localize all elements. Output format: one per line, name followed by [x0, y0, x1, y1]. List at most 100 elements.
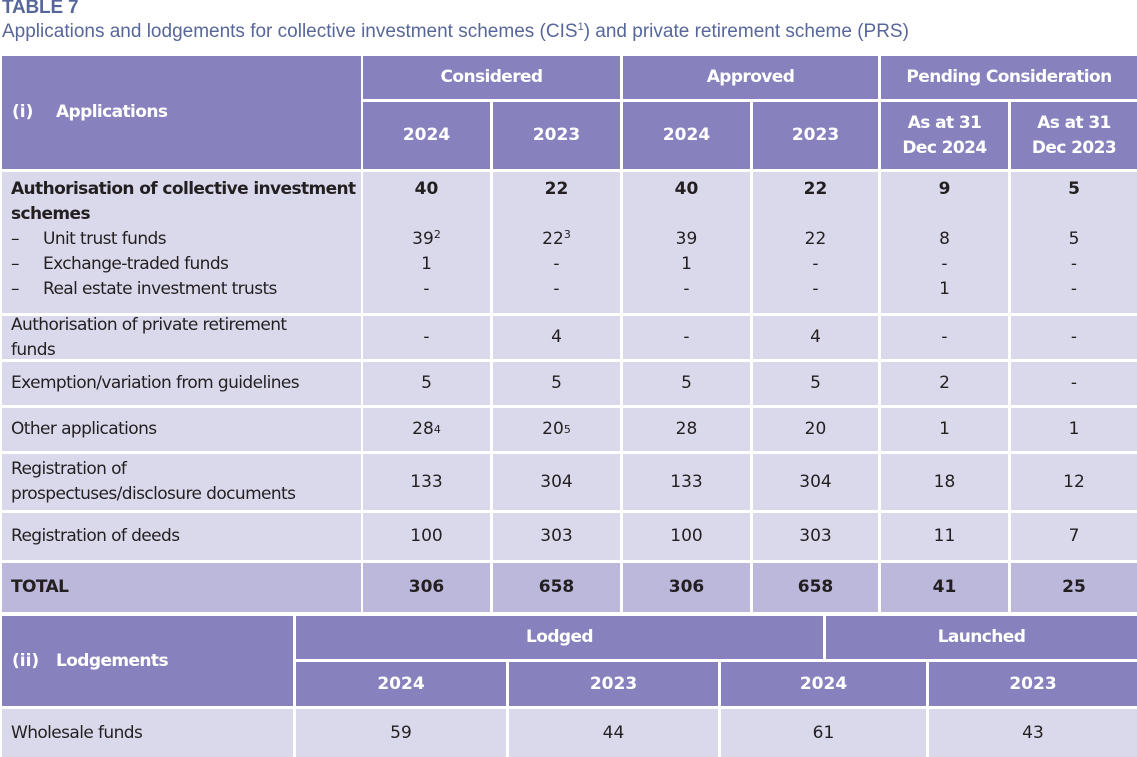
application-value-approved-2024: 133: [623, 454, 750, 510]
application-row-label: Registration of deeds: [2, 513, 361, 560]
cis-subrow-value: 392: [363, 227, 490, 252]
value-text: 18: [933, 471, 956, 492]
cis-subrow-value: 1: [881, 277, 1008, 302]
cis-values-considered-2023: 22 223- -: [493, 172, 620, 313]
application-value-considered-2024: 133: [363, 454, 490, 510]
application-row-label: Other applications: [2, 408, 361, 451]
cis-subrow-value: -: [493, 277, 620, 302]
application-value-considered-2023: 304: [493, 454, 620, 510]
cis-subrow-value: 22: [753, 227, 878, 252]
application-value-pending-2023: 1: [1011, 408, 1137, 451]
value-text: 20: [542, 419, 564, 439]
cis-values-approved-2023: 22 22 - -: [753, 172, 878, 313]
spacer: [623, 202, 750, 227]
value-text: 22: [804, 229, 827, 249]
application-value-approved-2023: 303: [753, 513, 878, 560]
section-number: (i): [12, 102, 34, 122]
cis-subrow-label: – Exchange-traded funds: [11, 252, 361, 277]
section-number: (ii): [12, 650, 40, 671]
value-text: -: [423, 327, 430, 347]
cis-values-pending-2024: 9 8 - 1: [881, 172, 1008, 313]
cis-subrow-value: -: [1011, 252, 1137, 277]
cis-subrow-label: – Real estate investment trusts: [11, 277, 361, 302]
table-subtitle: Applications and lodgements for collecti…: [2, 21, 909, 43]
subheader-launched-2023: 2023: [929, 662, 1137, 706]
value-text: 5: [551, 373, 562, 393]
group-header-launched: Launched: [826, 616, 1137, 659]
value-text: 28: [412, 419, 434, 439]
value-text: 8: [939, 229, 950, 249]
value-text: 5: [421, 373, 432, 393]
application-value-considered-2023: 20 5: [493, 408, 620, 451]
application-value-pending-2023: 12: [1011, 454, 1137, 510]
value-text: -: [1070, 279, 1078, 299]
cis-subrow-value: 5: [1011, 227, 1137, 252]
application-value-pending-2024: -: [881, 316, 1008, 359]
lodgement-row-label: Wholesale funds: [2, 709, 293, 757]
section-title: Lodgements: [56, 650, 169, 671]
value-text: -: [423, 279, 430, 299]
value-text: 303: [799, 526, 832, 546]
footnote-marker: 1: [577, 21, 584, 33]
application-value-pending-2023: -: [1011, 362, 1137, 405]
application-value-approved-2024: 5: [623, 362, 750, 405]
total-row-label: TOTAL: [2, 563, 361, 612]
value-text: 20: [804, 419, 827, 439]
cis-subrow-value: -: [753, 252, 878, 277]
application-value-considered-2024: -: [363, 316, 490, 359]
value-text: 39: [412, 229, 434, 249]
cis-values-pending-2023: 5 5 - -: [1011, 172, 1137, 313]
application-value-pending-2024: 11: [881, 513, 1008, 560]
cis-subrow-value: 39: [623, 227, 750, 252]
subheader-approved-2024: 2024: [623, 102, 750, 169]
value-text: 12: [1063, 471, 1085, 492]
application-value-approved-2023: 5: [753, 362, 878, 405]
cis-subrow-value: -: [753, 277, 878, 302]
value-text: 133: [670, 471, 703, 492]
application-row-label: Authorisation of private retirement fund…: [2, 315, 361, 360]
application-value-considered-2023: 4: [493, 316, 620, 359]
value-text: 11: [933, 526, 956, 546]
subheader-lodged-2023: 2023: [509, 662, 718, 706]
lodgements-section-header: (ii) Lodgements: [2, 616, 293, 706]
cis-subrow-value: 1: [363, 252, 490, 277]
cis-values-approved-2024: 40 39 1 -: [623, 172, 750, 313]
group-header-approved: Approved: [623, 56, 878, 99]
cis-subrow-value: -: [363, 277, 490, 302]
total-value-pending-2024: 41: [881, 563, 1008, 612]
cis-group-value: 22: [544, 179, 569, 199]
cis-subrow-value: -: [623, 277, 750, 302]
value-text: 4: [551, 327, 562, 347]
cis-group-title: Authorisation of collective investment s…: [11, 179, 356, 224]
value-text: 1: [939, 419, 950, 439]
value-text: 1: [421, 254, 432, 274]
application-row-label: Exemption/variation from guidelines: [2, 362, 361, 405]
application-value-approved-2023: 4: [753, 316, 878, 359]
lodged-2023-value: 44: [509, 709, 718, 757]
subrow-label-text: Unit trust funds: [43, 229, 167, 249]
value-text: -: [812, 279, 819, 299]
cis-group-label: Authorisation of collective investment s…: [2, 172, 361, 313]
value-text: 303: [540, 526, 573, 546]
group-header-pending: Pending Consideration: [881, 56, 1137, 99]
total-value-approved-2023: 658: [753, 563, 878, 612]
value-text: 7: [1068, 526, 1080, 546]
value-text: 28: [675, 419, 698, 439]
total-value-pending-2023: 25: [1011, 563, 1137, 612]
value-text: 100: [670, 526, 703, 546]
cis-group-value: 40: [674, 179, 699, 199]
spacer: [753, 202, 878, 227]
value-text: -: [553, 254, 560, 274]
application-value-considered-2024: 100: [363, 513, 490, 560]
value-text: 22: [542, 229, 564, 249]
subheader-approved-2023: 2023: [753, 102, 878, 169]
subheader-considered-2024: 2024: [363, 102, 490, 169]
spacer: [1011, 202, 1137, 227]
dash-bullet: –: [11, 279, 20, 299]
subheader-launched-2024: 2024: [721, 662, 926, 706]
cis-subrow-label: – Unit trust funds: [11, 227, 361, 252]
lodged-2024-value: 59: [296, 709, 506, 757]
application-value-considered-2023: 5: [493, 362, 620, 405]
cis-subrow-value: -: [881, 252, 1008, 277]
value-text: 2: [939, 373, 950, 393]
